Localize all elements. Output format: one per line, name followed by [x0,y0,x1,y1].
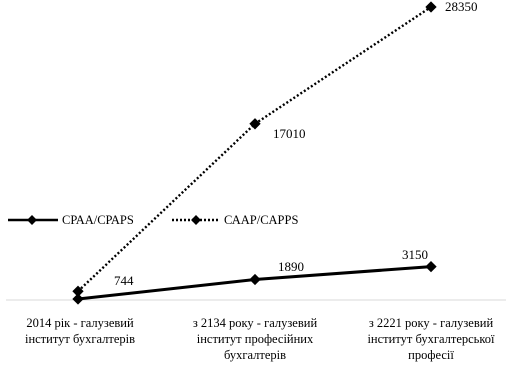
legend-item-cpaa-cpaps: СРАА/СРАРS [8,213,134,227]
x-tick-label-0: 2014 рік - галузевий інститут бухгалтерів [25,316,135,346]
data-point-cpaa-cpaps-0 [72,293,84,305]
data-label-cpaa-cpaps-0: 744 [114,273,134,288]
legend-marker-caap-capps [191,215,201,225]
legend-marker-cpaa-cpaps [27,215,37,225]
legend-label-cpaa-cpaps: СРАА/СРАРS [62,213,134,227]
data-label-caap-capps-1: 17010 [273,126,306,141]
legend-label-caap-capps: САAP/CAPPS [224,213,298,227]
x-tick-label-1: з 2134 року - галузевий інститут професій… [193,316,318,362]
x-tick-label-2: з 2221 року - галузевий інститут бухгалте… [367,316,495,362]
x-axis-tick-labels: 2014 рік - галузевий інститут бухгалтерів… [25,316,495,362]
legend-item-caap-capps: САAP/CAPPS [172,213,298,227]
data-label-cpaa-cpaps-1: 1890 [278,259,304,274]
data-label-cpaa-cpaps-2: 3150 [402,247,428,262]
data-point-cpaa-cpaps-2 [425,260,437,273]
series-layer [72,1,437,305]
series-line-caap-capps [77,6,432,293]
data-point-cpaa-cpaps-1 [249,273,261,286]
data-label-caap-capps-2: 28350 [445,0,478,14]
legend: СРАА/СРАРS САAP/CAPPS [8,213,298,227]
series-caap-capps [72,1,437,297]
data-labels: 744 1890 3150 17010 28350 [114,0,478,288]
